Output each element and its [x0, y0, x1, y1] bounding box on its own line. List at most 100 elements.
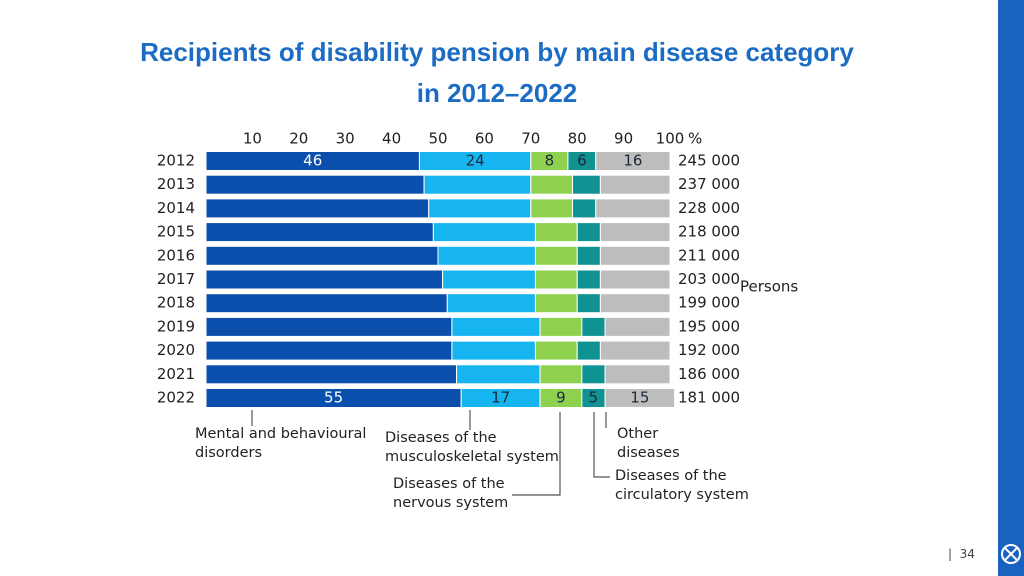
bar-segment [432, 222, 536, 243]
bar-segment [534, 269, 578, 290]
y-tick-label: 2022 [157, 389, 195, 407]
bar-segment [581, 316, 606, 337]
persons-label: 237 000 [678, 175, 740, 193]
bar-segment [534, 245, 578, 266]
persons-label: 186 000 [678, 365, 740, 383]
bar-segment [599, 340, 671, 361]
bar-segment [205, 245, 439, 266]
y-tick-label: 2020 [157, 341, 195, 359]
data-label: 8 [545, 152, 555, 170]
persons-label: 203 000 [678, 270, 740, 288]
chart-title: Recipients of disability pension by main… [140, 37, 854, 108]
y-tick-label: 2012 [157, 152, 195, 170]
data-label: 55 [324, 389, 343, 407]
page-number: | 34 [948, 547, 975, 561]
bar-segment [456, 364, 541, 385]
bar-segment [604, 364, 671, 385]
bar-segment [576, 245, 601, 266]
bar-segment [595, 198, 671, 219]
persons-label: 228 000 [678, 199, 740, 217]
persons-label: 181 000 [678, 389, 740, 407]
y-tick-label: 2021 [157, 365, 195, 383]
x-axis-label: % [688, 130, 702, 148]
data-label: 9 [556, 389, 566, 407]
x-tick-label: 50 [428, 130, 447, 148]
bar-segment [599, 174, 671, 195]
y-tick-label: 2017 [157, 270, 195, 288]
x-tick-label: 40 [382, 130, 401, 148]
bar-segment [539, 316, 583, 337]
bar-segment [572, 198, 597, 219]
bar-segment [599, 293, 671, 314]
x-tick-label: 10 [243, 130, 262, 148]
bar-segment [595, 151, 671, 171]
bar-segment [205, 364, 458, 385]
series-annotation: Other diseases [617, 426, 680, 461]
y-tick-label: 2018 [157, 294, 195, 312]
bar-segment [205, 316, 453, 337]
bar-segment [539, 364, 583, 385]
bar-segment [205, 174, 425, 195]
y-tick-label: 2019 [157, 317, 195, 335]
series-annotation: Mental and behavioural disorders [195, 426, 367, 461]
persons-label: 199 000 [678, 294, 740, 312]
bar-segment [576, 340, 601, 361]
data-label: 24 [466, 152, 485, 170]
persons-label: 218 000 [678, 223, 740, 241]
y-tick-label: 2013 [157, 175, 195, 193]
bar-segment [604, 388, 676, 408]
x-tick-label: 60 [475, 130, 494, 148]
persons-label: 211 000 [678, 246, 740, 264]
data-label: 46 [303, 152, 322, 170]
y-tick-label: 2014 [157, 199, 195, 217]
data-label: 5 [589, 389, 599, 407]
bar-segment [572, 174, 601, 195]
logo [1001, 544, 1021, 564]
side-band [998, 0, 1024, 576]
page-number-text: 34 [959, 547, 975, 561]
bar-segment [205, 198, 430, 219]
bar-segment [442, 269, 536, 290]
bar-segment [576, 269, 601, 290]
leader-line [512, 412, 561, 496]
x-tick-label: 70 [521, 130, 540, 148]
bar-segment [205, 269, 444, 290]
x-tick-label: 80 [568, 130, 587, 148]
persons-label: 245 000 [678, 152, 740, 170]
data-label: 6 [577, 152, 587, 170]
bar-segment [599, 245, 671, 266]
logo-cross [1004, 547, 1018, 561]
bar-segment [451, 340, 536, 361]
bar-segment [530, 198, 574, 219]
bar-segment [576, 222, 601, 243]
bar-segment [446, 293, 536, 314]
bar-segment [581, 364, 606, 385]
bar-segment [205, 340, 453, 361]
data-label: 17 [491, 389, 510, 407]
leader-lines [251, 410, 610, 496]
x-tick-label: 30 [336, 130, 355, 148]
bar-segment [534, 340, 578, 361]
data-label: 16 [623, 152, 642, 170]
series-annotation: Diseases of the nervous system [393, 476, 509, 511]
bar-segment [437, 245, 536, 266]
bar-segment [534, 293, 578, 314]
y-tick-label: 2016 [157, 246, 195, 264]
persons-label: 192 000 [678, 341, 740, 359]
y-tick-label: 2015 [157, 223, 195, 241]
series-annotation: Diseases of the musculoskeletal system [385, 430, 559, 465]
bar-segment [451, 316, 541, 337]
bar-segment [205, 293, 448, 314]
bar-segment [534, 222, 578, 243]
x-tick-label: 100 [656, 130, 685, 148]
series-annotation: Diseases of the circulatory system [615, 468, 749, 503]
bar-segment [576, 293, 601, 314]
data-label: 15 [630, 389, 649, 407]
bar-segment [205, 222, 434, 243]
bar-segment [599, 269, 671, 290]
leader-line [593, 412, 610, 478]
x-tick-label: 90 [614, 130, 633, 148]
bar-segment [428, 198, 532, 219]
